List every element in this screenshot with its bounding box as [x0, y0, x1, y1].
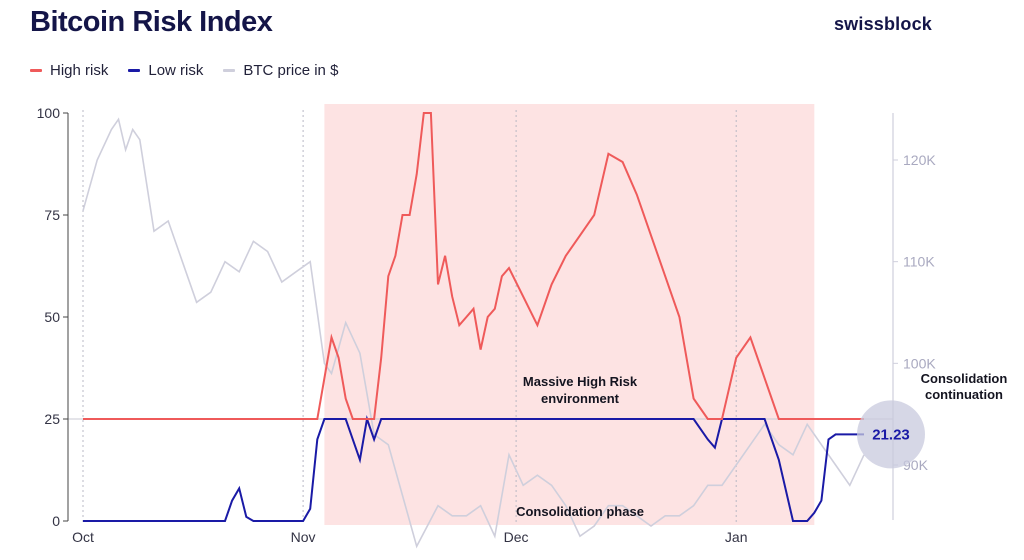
chart-title: Bitcoin Risk Index [30, 6, 273, 38]
annotation-continuation-line1: Consolidation [921, 371, 1008, 386]
annotation-massive-line2: environment [541, 391, 620, 406]
y-tick-label: 50 [44, 309, 60, 325]
y2-tick-label: 110K [903, 254, 935, 270]
y-tick-label: 25 [44, 411, 60, 427]
x-tick-label: Dec [504, 529, 529, 545]
legend-swatch-high-risk [30, 69, 42, 72]
high-risk-line [83, 112, 864, 420]
y2-tick-label: 100K [903, 355, 936, 371]
y-tick-label: 75 [44, 207, 60, 223]
legend-item-low-risk: Low risk [128, 62, 203, 79]
low-risk-line [83, 415, 864, 522]
annotation-continuation-line2: continuation [925, 387, 1003, 402]
y2-tick-label: 120K [903, 152, 936, 168]
current-value-label: 21.23 [872, 426, 910, 443]
legend-label-low-risk: Low risk [148, 62, 204, 79]
x-axis-ticks: Oct Nov Dec Jan [72, 529, 747, 545]
x-tick-label: Oct [72, 529, 94, 545]
current-value-bubble [857, 400, 925, 469]
left-axis-ticks: 0 25 50 75 100 [37, 105, 68, 529]
x-tick-label: Jan [725, 529, 748, 545]
legend-item-high-risk: High risk [30, 62, 108, 79]
btc-price-line [82, 117, 865, 549]
legend: High risk Low risk BTC price in $ [30, 62, 338, 79]
month-gridlines [82, 110, 737, 522]
brand-logo: swissblock [833, 14, 932, 34]
legend-swatch-btc-price [223, 69, 236, 72]
legend-swatch-low-risk [128, 69, 141, 72]
annotation-massive-line1: Massive High Risk [523, 374, 638, 389]
legend-item-btc-price: BTC price in $ [223, 62, 338, 79]
y-tick-label: 100 [37, 105, 61, 121]
annotation-consolidation-phase: Consolidation phase [516, 504, 644, 519]
legend-label-btc-price: BTC price in $ [243, 62, 339, 79]
high-risk-shaded-region [324, 104, 815, 525]
x-tick-label: Nov [291, 529, 316, 545]
legend-label-high-risk: High risk [50, 62, 109, 79]
y-tick-label: 0 [52, 513, 60, 529]
